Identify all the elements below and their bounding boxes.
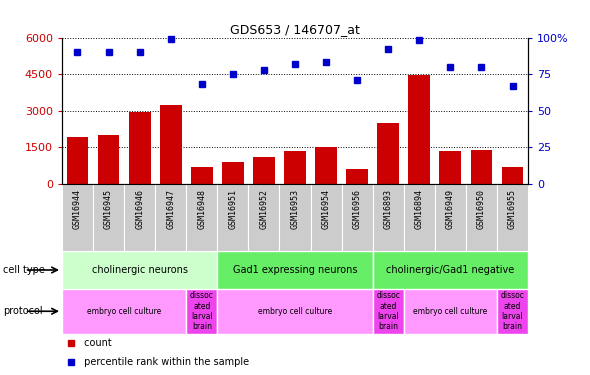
FancyBboxPatch shape [404, 184, 435, 251]
Bar [98, 135, 119, 184]
Text: GSM16950: GSM16950 [477, 189, 486, 229]
Bar [408, 75, 430, 184]
FancyBboxPatch shape [62, 251, 217, 289]
FancyBboxPatch shape [280, 184, 310, 251]
Bar [253, 157, 275, 184]
Text: GSM16944: GSM16944 [73, 189, 82, 229]
Text: dissoc
ated
larval
brain: dissoc ated larval brain [500, 291, 525, 332]
Bar [67, 138, 88, 184]
Bar [440, 151, 461, 184]
Text: dissoc
ated
larval
brain: dissoc ated larval brain [376, 291, 400, 332]
Text: dissoc
ated
larval
brain: dissoc ated larval brain [190, 291, 214, 332]
FancyBboxPatch shape [124, 184, 155, 251]
Bar [378, 123, 399, 184]
Text: GSM16946: GSM16946 [135, 189, 144, 229]
Bar [471, 150, 492, 184]
Text: cell type: cell type [3, 265, 45, 275]
FancyBboxPatch shape [186, 289, 217, 334]
Bar [346, 169, 368, 184]
Text: GSM16954: GSM16954 [322, 189, 330, 229]
Text: GSM16893: GSM16893 [384, 189, 393, 229]
FancyBboxPatch shape [373, 289, 404, 334]
Text: GSM16956: GSM16956 [353, 189, 362, 229]
FancyBboxPatch shape [186, 184, 217, 251]
Text: embryo cell culture: embryo cell culture [413, 307, 487, 316]
FancyBboxPatch shape [497, 184, 528, 251]
Text: GSM16945: GSM16945 [104, 189, 113, 229]
Text: embryo cell culture: embryo cell culture [87, 307, 161, 316]
Bar [222, 162, 244, 184]
FancyBboxPatch shape [217, 184, 248, 251]
Text: Gad1 expressing neurons: Gad1 expressing neurons [232, 265, 358, 275]
Text: GSM16894: GSM16894 [415, 189, 424, 229]
Text: GSM16947: GSM16947 [166, 189, 175, 229]
FancyBboxPatch shape [404, 289, 497, 334]
Text: GSM16949: GSM16949 [446, 189, 455, 229]
FancyBboxPatch shape [62, 289, 186, 334]
Text: GSM16948: GSM16948 [197, 189, 206, 229]
Text: protocol: protocol [3, 306, 42, 316]
FancyBboxPatch shape [342, 184, 373, 251]
FancyBboxPatch shape [248, 184, 280, 251]
Bar [315, 147, 337, 184]
Text: percentile rank within the sample: percentile rank within the sample [81, 357, 249, 367]
FancyBboxPatch shape [466, 184, 497, 251]
FancyBboxPatch shape [373, 184, 404, 251]
Bar [129, 112, 150, 184]
FancyBboxPatch shape [155, 184, 186, 251]
Text: GSM16952: GSM16952 [260, 189, 268, 229]
Text: cholinergic neurons: cholinergic neurons [91, 265, 188, 275]
Bar [502, 166, 523, 184]
FancyBboxPatch shape [373, 251, 528, 289]
Title: GDS653 / 146707_at: GDS653 / 146707_at [230, 23, 360, 36]
Bar [191, 166, 212, 184]
FancyBboxPatch shape [310, 184, 342, 251]
FancyBboxPatch shape [497, 289, 528, 334]
FancyBboxPatch shape [62, 184, 93, 251]
Text: count: count [81, 338, 112, 348]
Text: cholinergic/Gad1 negative: cholinergic/Gad1 negative [386, 265, 514, 275]
Bar [160, 105, 182, 184]
FancyBboxPatch shape [93, 184, 124, 251]
FancyBboxPatch shape [217, 251, 373, 289]
Text: GSM16951: GSM16951 [228, 189, 237, 229]
FancyBboxPatch shape [435, 184, 466, 251]
Text: GSM16953: GSM16953 [290, 189, 300, 229]
Text: embryo cell culture: embryo cell culture [258, 307, 332, 316]
Text: GSM16955: GSM16955 [508, 189, 517, 229]
FancyBboxPatch shape [217, 289, 373, 334]
Bar [284, 151, 306, 184]
